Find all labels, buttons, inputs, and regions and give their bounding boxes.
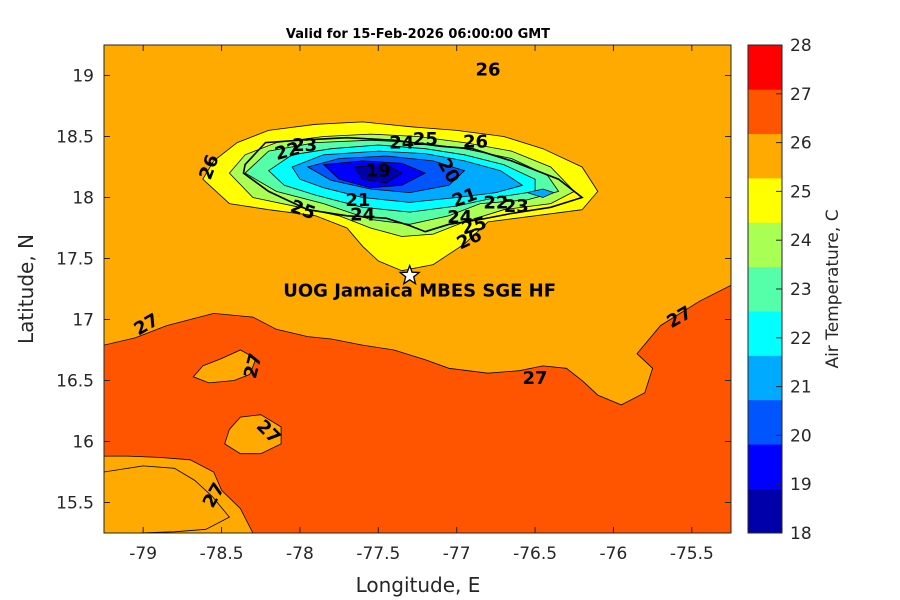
jamaica-coastline: [242, 136, 584, 233]
colorbar-tick-label: 19: [790, 475, 812, 495]
colorbar-swatch: [748, 222, 782, 268]
colorbar-tick-label: 24: [790, 231, 812, 251]
x-tick-label: -79: [129, 544, 157, 564]
y-axis-label: Latitude, N: [14, 234, 38, 344]
x-tick-label: -78: [286, 544, 314, 564]
station-label: UOG Jamaica MBES SGE HF: [283, 281, 556, 302]
station-star-icon[interactable]: [398, 263, 421, 286]
y-tick-label: 17.5: [56, 250, 94, 270]
x-axis-label: Longitude, E: [356, 573, 481, 597]
contour-label: 22: [483, 192, 508, 213]
colorbar-tick-label: 20: [790, 426, 812, 446]
x-axis-ticks: -79 -78.5 -78 -77.5 -77 -76.5 -76 -75.5: [129, 45, 714, 564]
colorbar-tick-label: 25: [790, 182, 812, 202]
colorbar-swatch: [748, 178, 782, 223]
x-tick-label: -75.5: [670, 544, 714, 564]
contour-label: 25: [413, 129, 438, 150]
contour-region-26: [104, 465, 231, 533]
x-tick-label: -76.5: [513, 544, 557, 564]
station-marker[interactable]: [398, 263, 421, 286]
colorbar-swatch: [748, 45, 782, 90]
contour-label: 27: [523, 368, 548, 389]
colorbar-tick-label: 18: [790, 524, 812, 544]
colorbar-swatch: [748, 133, 782, 179]
colorbar-tick-label: 23: [790, 280, 812, 300]
colorbar-swatch: [748, 311, 782, 356]
colorbar-swatch: [748, 355, 782, 401]
contour-label: 24: [389, 133, 414, 154]
colorbar-swatch: [748, 399, 782, 445]
colorbar-tick-label: 22: [790, 329, 812, 349]
colorbar-swatch: [748, 488, 782, 534]
figure-title: Valid for 15-Feb-2026 06:00:00 GMT: [286, 27, 550, 42]
colorbar-label: Air Temperature, C: [823, 209, 843, 368]
contour-region-27: [104, 284, 731, 533]
y-tick-label: 18: [72, 189, 94, 209]
contour-label: 23: [292, 135, 317, 156]
colorbar-tick-label: 27: [790, 85, 812, 105]
x-tick-label: -76: [600, 544, 628, 564]
temperature-contour-regions: [104, 121, 731, 533]
colorbar-swatch: [748, 89, 782, 135]
contour-region-26: [224, 414, 282, 455]
x-tick-label: -78.5: [200, 544, 244, 564]
y-tick-label: 17: [72, 311, 94, 331]
colorbar-tick-label: 21: [790, 378, 812, 398]
y-tick-label: 16.5: [56, 372, 94, 392]
y-tick-label: 19: [72, 67, 94, 87]
x-tick-label: -77: [443, 544, 471, 564]
colorbar-swatch: [748, 444, 782, 489]
y-tick-label: 16: [72, 433, 94, 453]
y-tick-label: 15.5: [56, 494, 94, 514]
colorbar-ticks: 18 19 20 21 22 23 24 25 26 27 28: [776, 36, 812, 544]
contour-label: 23: [504, 196, 529, 217]
y-tick-label: 18.5: [56, 128, 94, 148]
x-tick-label: -77.5: [356, 544, 400, 564]
contour-region-26: [192, 349, 257, 384]
y-axis-ticks: 15.5 16 16.5 17 17.5 18 18.5 19: [56, 67, 731, 514]
contour-label: 26: [463, 131, 488, 152]
contour-label: 19: [366, 161, 391, 182]
contour-label: 26: [476, 59, 501, 80]
colorbar-tick-label: 28: [790, 36, 812, 56]
contour-label: 21: [345, 190, 370, 211]
contour-region-21: [525, 188, 556, 198]
colorbar-tick-label: 26: [790, 134, 812, 154]
map-frame: [103, 44, 732, 534]
coastline-path: [242, 136, 584, 233]
contour-label: 24: [447, 207, 472, 228]
contour-label: 24: [350, 205, 375, 226]
contour-region-18: [354, 164, 403, 184]
